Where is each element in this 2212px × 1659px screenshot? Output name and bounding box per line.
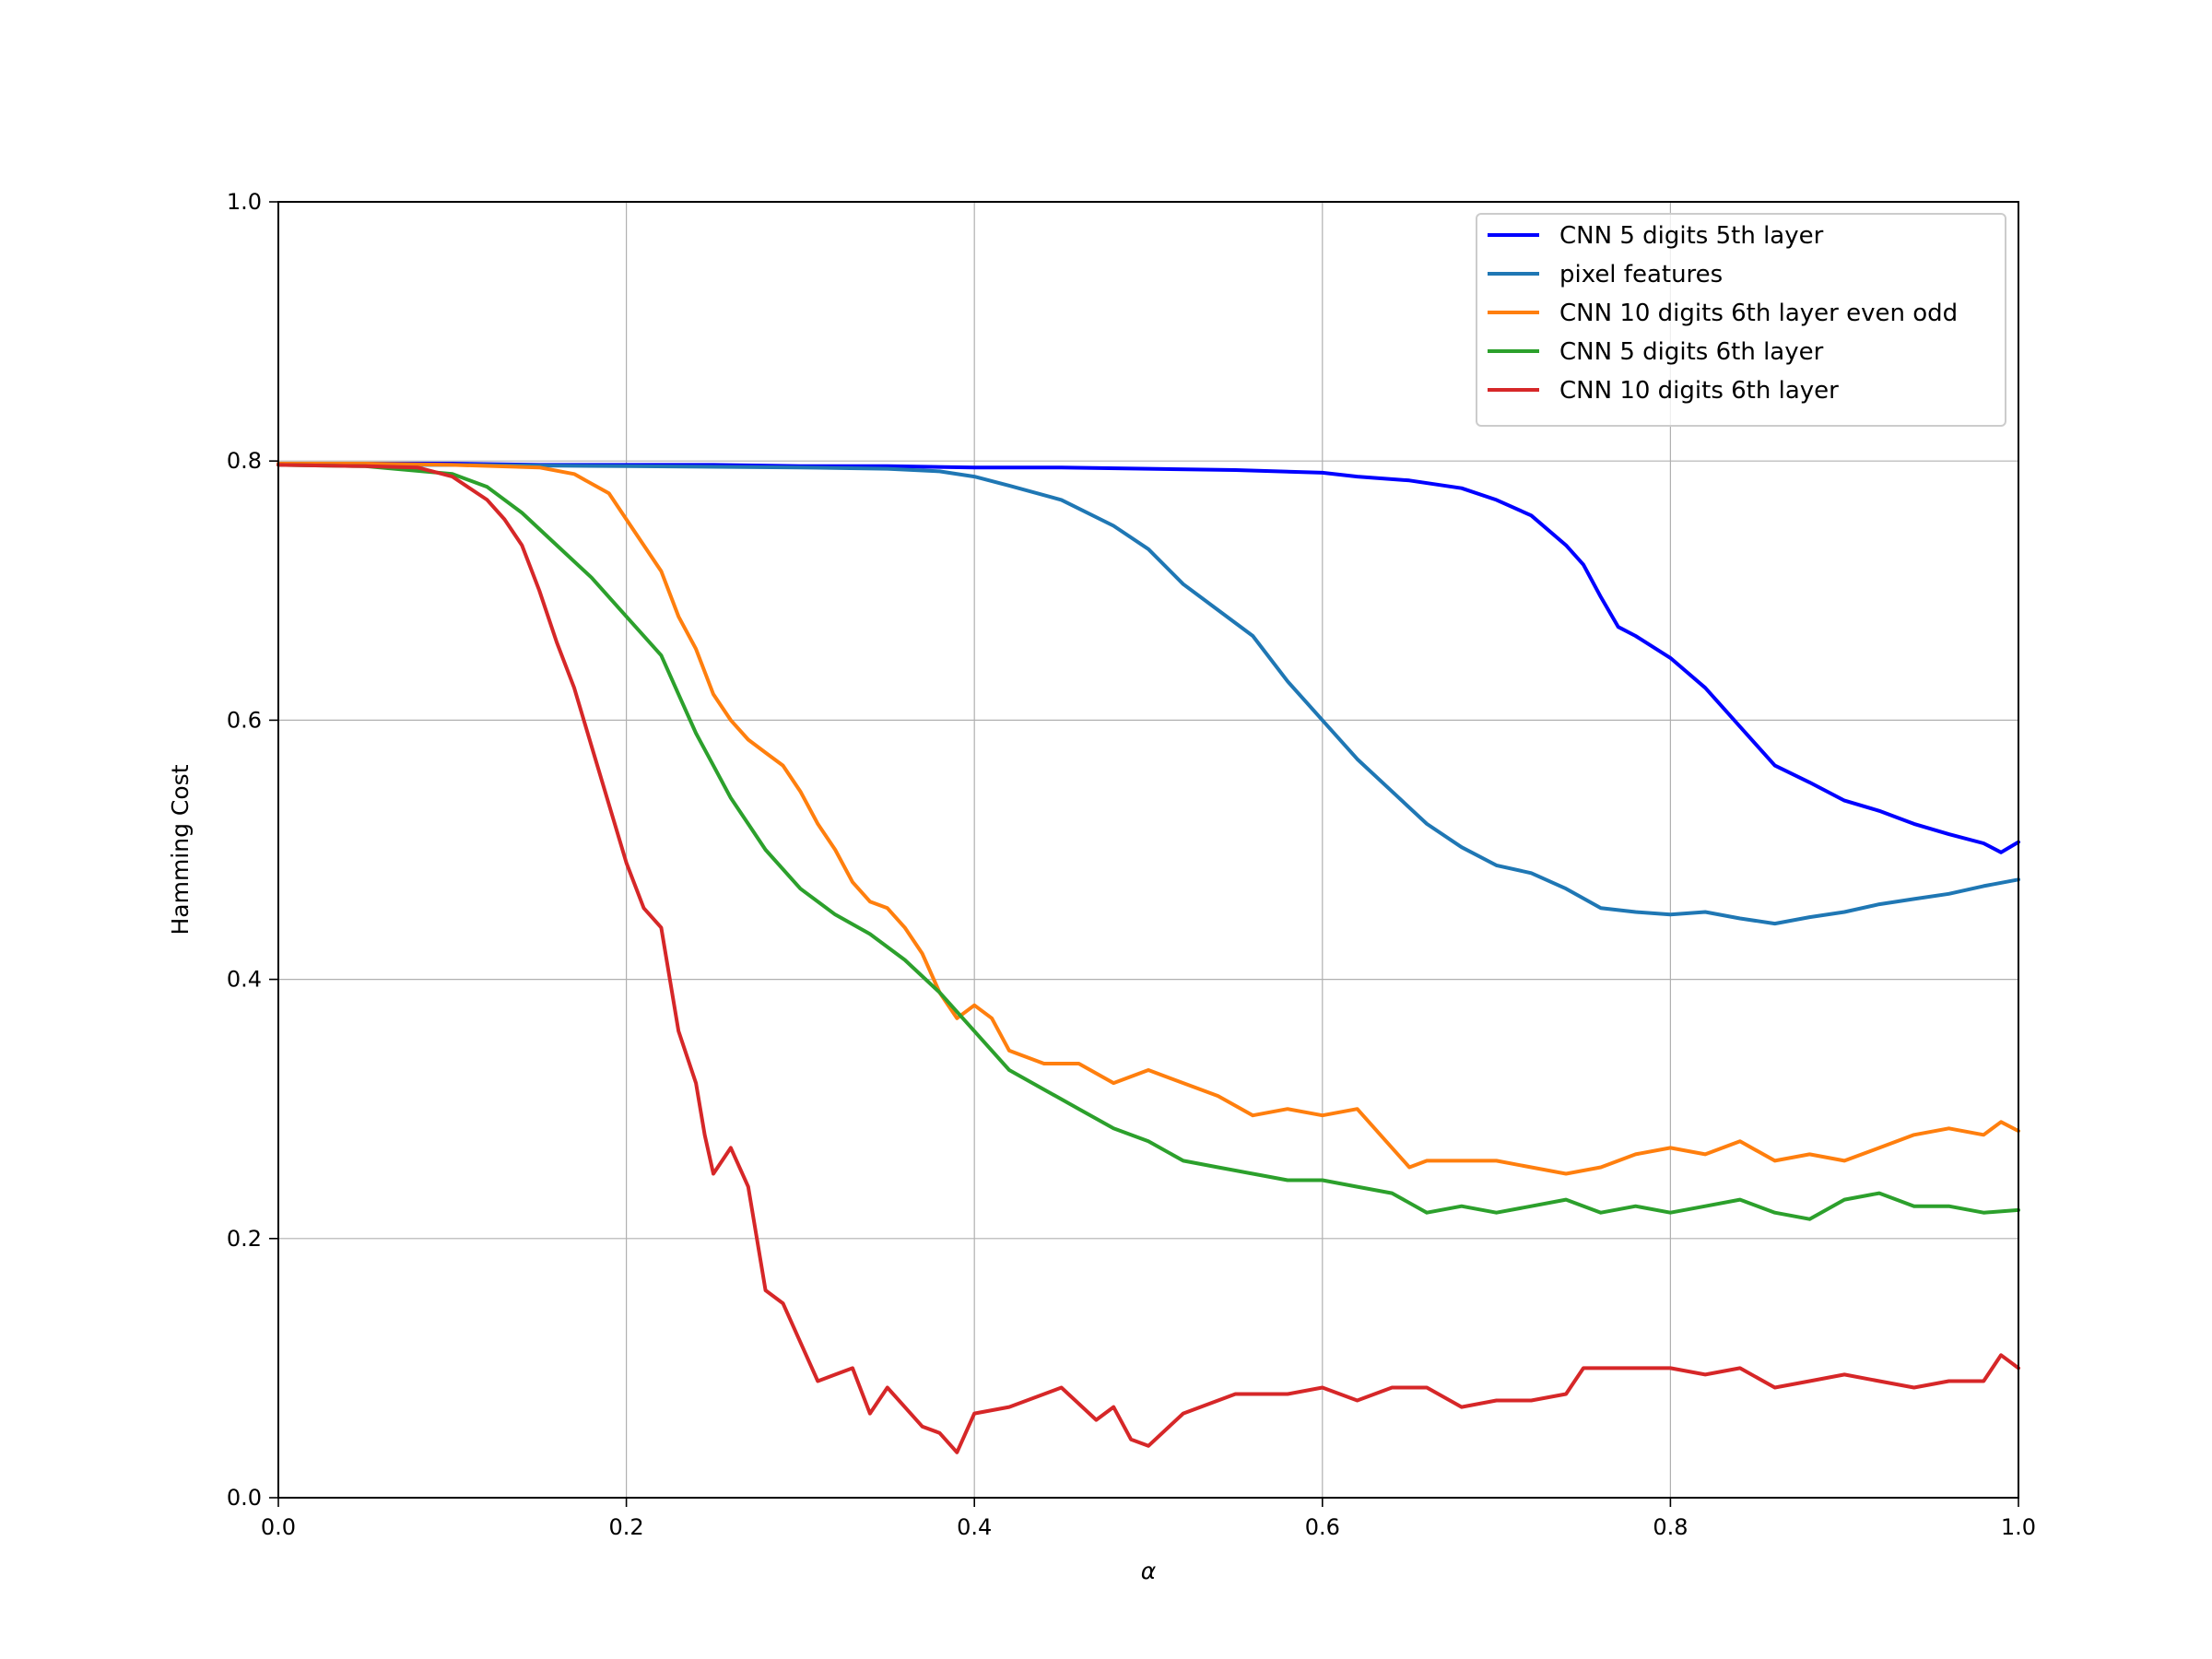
y-tick-label: 0.2 [227, 1226, 262, 1252]
y-tick-label: 0.6 [227, 707, 262, 733]
plot-frame [277, 201, 2019, 1499]
series-line-5 [276, 463, 2020, 1454]
x-axis-label: α [1141, 1558, 1157, 1584]
x-tick-label: 0.2 [609, 1514, 644, 1540]
legend-label-4: CNN 5 digits 6th layer [1559, 338, 1824, 366]
legend-label-3: CNN 10 digits 6th layer even odd [1559, 300, 1958, 327]
x-tick-label: 0.4 [957, 1514, 992, 1540]
axis-ticks: 0.0 0.2 0.4 0.6 0.8 1.0 0.0 0.2 0.4 0.6 0.8 1.0 [227, 189, 2036, 1540]
legend: CNN 5 digits 5th layer pixel features CNN … [1476, 213, 2006, 427]
legend-box [1476, 213, 2006, 427]
legend-label-5: CNN 10 digits 6th layer [1559, 377, 1839, 405]
plot-series [276, 462, 2020, 1454]
x-tick-label: 0.8 [1653, 1514, 1688, 1540]
y-tick-label: 0.8 [227, 448, 262, 474]
legend-label-2: pixel features [1559, 261, 1723, 288]
y-tick-label: 1.0 [227, 189, 262, 215]
series-line-4 [276, 463, 2020, 1221]
y-tick-label: 0.4 [227, 967, 262, 993]
legend-label-1: CNN 5 digits 5th layer [1559, 222, 1824, 250]
y-axis-label: Hamming Cost [167, 764, 194, 935]
x-tick-label: 1.0 [2001, 1514, 2036, 1540]
y-tick-label: 0.0 [227, 1485, 262, 1511]
x-tick-label: 0.6 [1305, 1514, 1340, 1540]
x-tick-label: 0.0 [261, 1514, 296, 1540]
series-line-1 [276, 462, 2020, 854]
series-line-3 [276, 462, 2020, 1176]
series-line-2 [276, 463, 2020, 926]
